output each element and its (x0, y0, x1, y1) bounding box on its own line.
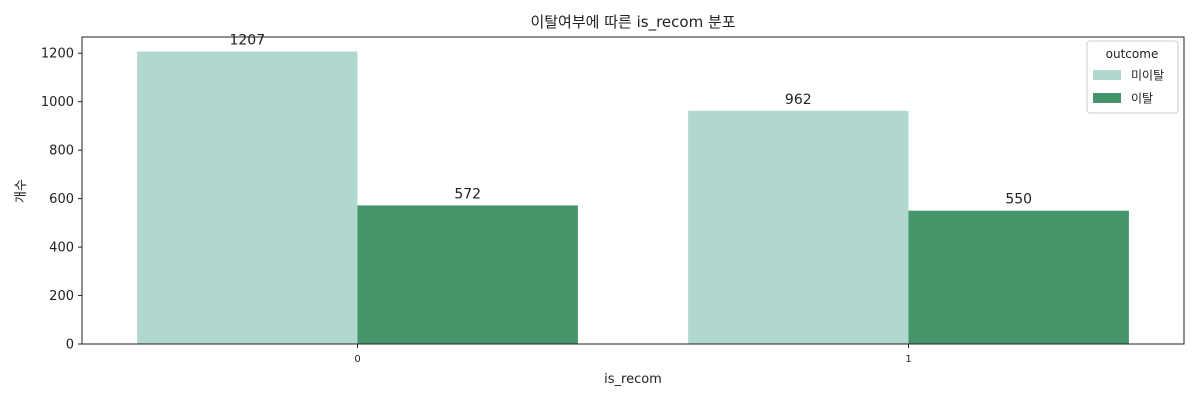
y-tick-label-1000: 1000 (41, 95, 74, 110)
x-tick-label-1: 1 (905, 354, 911, 365)
bar-미이탈-1[interactable] (688, 110, 909, 345)
y-axis-label: 개수 (14, 179, 29, 203)
legend-title: outcome (1106, 47, 1159, 61)
chart-title: 이탈여부에 따른 is_recom 분포 (530, 13, 735, 32)
bars-group (137, 51, 1129, 345)
data-label-미이탈-1: 962 (785, 92, 812, 108)
legend-label-이탈: 이탈 (1131, 92, 1153, 106)
y-tick-label-400: 400 (49, 241, 74, 256)
bar-미이탈-0[interactable] (137, 51, 358, 344)
data-label-이탈-0: 572 (454, 186, 481, 202)
data-label-이탈-1: 550 (1005, 192, 1032, 208)
x-axis-label: is_recom (604, 372, 662, 387)
legend-swatch-미이탈 (1093, 70, 1121, 80)
bar-이탈-0[interactable] (357, 205, 578, 344)
legend-swatch-이탈 (1093, 93, 1121, 103)
bar-이탈-1[interactable] (908, 210, 1129, 344)
y-tick-label-0: 0 (66, 338, 74, 353)
y-tick-label-1200: 1200 (41, 47, 74, 62)
legend-label-미이탈: 미이탈 (1131, 69, 1164, 83)
data-label-미이탈-0: 1207 (229, 33, 265, 49)
y-tick-label-800: 800 (49, 144, 74, 159)
y-tick-label-600: 600 (49, 192, 74, 207)
y-axis: 0 200 400 600 800 1000 1200 (41, 47, 82, 353)
y-tick-label-200: 200 (49, 289, 74, 304)
x-tick-label-0: 0 (354, 354, 360, 365)
plot-frame (81, 36, 1185, 345)
